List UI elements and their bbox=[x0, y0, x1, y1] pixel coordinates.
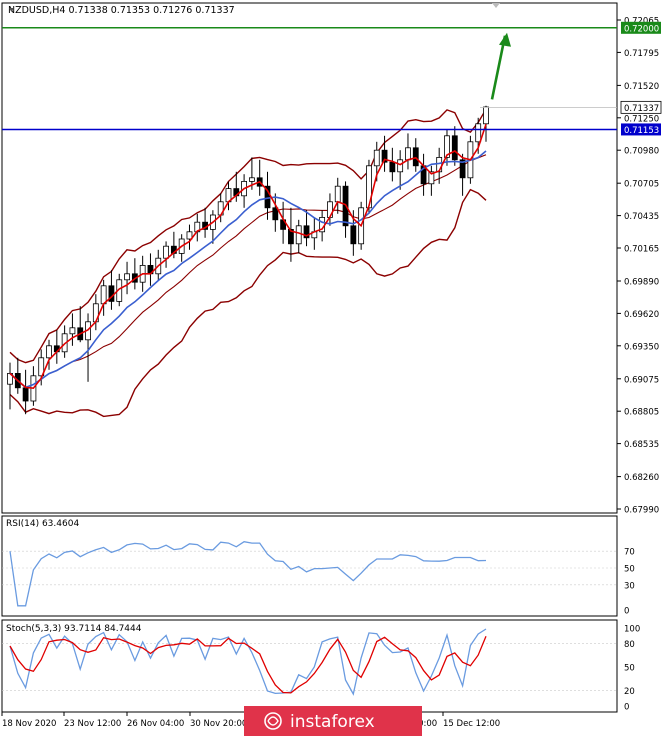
time-tick-label: 23 Nov 12:00 bbox=[64, 719, 121, 729]
forecast-arrow bbox=[490, 32, 511, 100]
time-tick-label: 26 Nov 04:00 bbox=[127, 719, 184, 729]
stoch-level-label: 80 bbox=[624, 640, 635, 650]
last-price-label: 0.71337 bbox=[624, 104, 659, 114]
price-tick-label: 0.67990 bbox=[624, 506, 659, 516]
time-tick-label: 15 Dec 12:00 bbox=[443, 719, 500, 729]
price-tick-label: 0.70165 bbox=[624, 245, 659, 255]
rsi-axis: 70 50 30 0 bbox=[2, 548, 635, 617]
price-tick-label: 0.71520 bbox=[624, 82, 659, 92]
forecast-arrow-shaft bbox=[490, 35, 507, 100]
stoch-lines bbox=[9, 628, 487, 696]
price-levels: 0.72000 0.71153 0.71337 bbox=[2, 21, 662, 136]
rsi-level-label: 0 bbox=[624, 607, 629, 617]
price-axis: 0.72065 0.71795 0.71520 0.71250 0.70980 0.707… bbox=[617, 17, 659, 516]
level-tag bbox=[621, 21, 661, 34]
rsi-panel-frame bbox=[1, 515, 618, 617]
last-price-tag bbox=[620, 100, 662, 114]
rsi-level-label: 50 bbox=[624, 565, 635, 575]
title-triangle-icon bbox=[9, 8, 14, 12]
bollinger-middle bbox=[9, 154, 487, 389]
candle-body bbox=[303, 225, 310, 239]
candle-body bbox=[475, 123, 482, 143]
stoch-panel: Stoch(5,3,3) 93.7114 84.7444 100 80 50 20 0 bbox=[1, 619, 640, 713]
candle-body bbox=[38, 357, 45, 377]
symbol-title: NZDUSD,H4 0.71338 0.71353 0.71276 0.7133… bbox=[8, 5, 235, 16]
candle-body bbox=[22, 387, 29, 402]
price-panel-frame bbox=[1, 2, 618, 514]
bollinger-bands bbox=[9, 108, 487, 418]
candle-body bbox=[69, 327, 76, 335]
candle-body bbox=[272, 207, 279, 221]
price-tick-label: 0.69075 bbox=[624, 375, 659, 385]
candle-body bbox=[444, 135, 450, 158]
price-tick-label: 0.68260 bbox=[624, 473, 659, 483]
price-tick-label: 0.69890 bbox=[624, 278, 659, 288]
stoch-label: Stoch(5,3,3) 93.7114 84.7444 bbox=[6, 624, 142, 634]
candle-body bbox=[249, 177, 255, 182]
candle-body bbox=[405, 147, 411, 161]
rsi-polyline bbox=[9, 541, 487, 607]
price-tick-label: 0.69350 bbox=[624, 342, 659, 352]
candle-body bbox=[412, 147, 419, 167]
candle-body bbox=[389, 161, 396, 173]
candle-body bbox=[334, 185, 341, 203]
price-tick-label: 0.70435 bbox=[624, 212, 659, 222]
level-tag-label: 0.72000 bbox=[624, 24, 659, 34]
price-tick-label: 0.68805 bbox=[624, 408, 659, 418]
candle-body bbox=[428, 171, 435, 185]
rsi-line bbox=[9, 541, 487, 607]
forecast-arrow-head bbox=[499, 32, 511, 47]
instaforex-watermark: instaforex bbox=[244, 706, 422, 736]
stoch-level-label: 20 bbox=[624, 687, 635, 697]
price-tick-label: 0.70705 bbox=[624, 180, 659, 190]
level-tag bbox=[621, 123, 661, 136]
price-tick-label: 0.71795 bbox=[624, 49, 659, 59]
moving-averages bbox=[9, 123, 487, 390]
time-tick-label: 18 Nov 2020 bbox=[2, 719, 56, 729]
candle-body bbox=[46, 345, 52, 359]
candle-body bbox=[124, 273, 130, 281]
candle-body bbox=[397, 159, 404, 173]
price-tick-label: 0.70980 bbox=[624, 147, 659, 157]
candle-body bbox=[288, 228, 294, 245]
stoch-axis: 100 80 50 20 0 bbox=[2, 625, 640, 713]
candle-body bbox=[350, 225, 357, 245]
candle-body bbox=[373, 149, 380, 167]
stoch-d-line bbox=[9, 635, 487, 694]
price-tick-label: 0.72065 bbox=[624, 17, 659, 27]
level-tag-label: 0.71153 bbox=[624, 126, 659, 136]
rsi-panel: RSI(14) 63.4604 70 50 30 0 bbox=[1, 515, 635, 617]
scroll-marker-icon bbox=[492, 3, 500, 8]
price-tick-label: 0.71250 bbox=[624, 114, 659, 124]
candle-body bbox=[451, 135, 458, 161]
candle-body bbox=[264, 185, 271, 209]
rsi-level-label: 70 bbox=[624, 548, 635, 558]
candle-body bbox=[100, 285, 107, 305]
candle-body bbox=[459, 159, 466, 179]
watermark-text: instaforex bbox=[290, 712, 375, 732]
candle-body bbox=[186, 231, 193, 240]
time-tick-label: 30 Nov 20:00 bbox=[190, 719, 247, 729]
candle-body bbox=[295, 225, 302, 245]
ma-slow-line bbox=[9, 150, 487, 389]
stoch-level-label: 50 bbox=[624, 664, 635, 674]
stoch-level-label: 0 bbox=[624, 703, 629, 713]
bollinger-lower bbox=[9, 188, 487, 418]
price-panel: 0.72065 0.71795 0.71520 0.71250 0.70980 0.707… bbox=[1, 2, 662, 516]
ma-fast-line bbox=[9, 123, 487, 390]
price-tick-label: 0.69620 bbox=[624, 310, 659, 320]
stoch-level-label: 100 bbox=[624, 625, 640, 635]
rsi-label: RSI(14) 63.4604 bbox=[6, 519, 79, 529]
candle-body bbox=[381, 149, 388, 163]
bollinger-upper bbox=[9, 108, 487, 364]
price-tick-label: 0.68535 bbox=[624, 440, 659, 450]
watermark-background bbox=[244, 706, 422, 736]
candle-body bbox=[163, 245, 169, 259]
instaforex-logo-icon bbox=[264, 712, 282, 730]
candle-body bbox=[483, 106, 489, 125]
rsi-level-label: 30 bbox=[624, 581, 635, 591]
